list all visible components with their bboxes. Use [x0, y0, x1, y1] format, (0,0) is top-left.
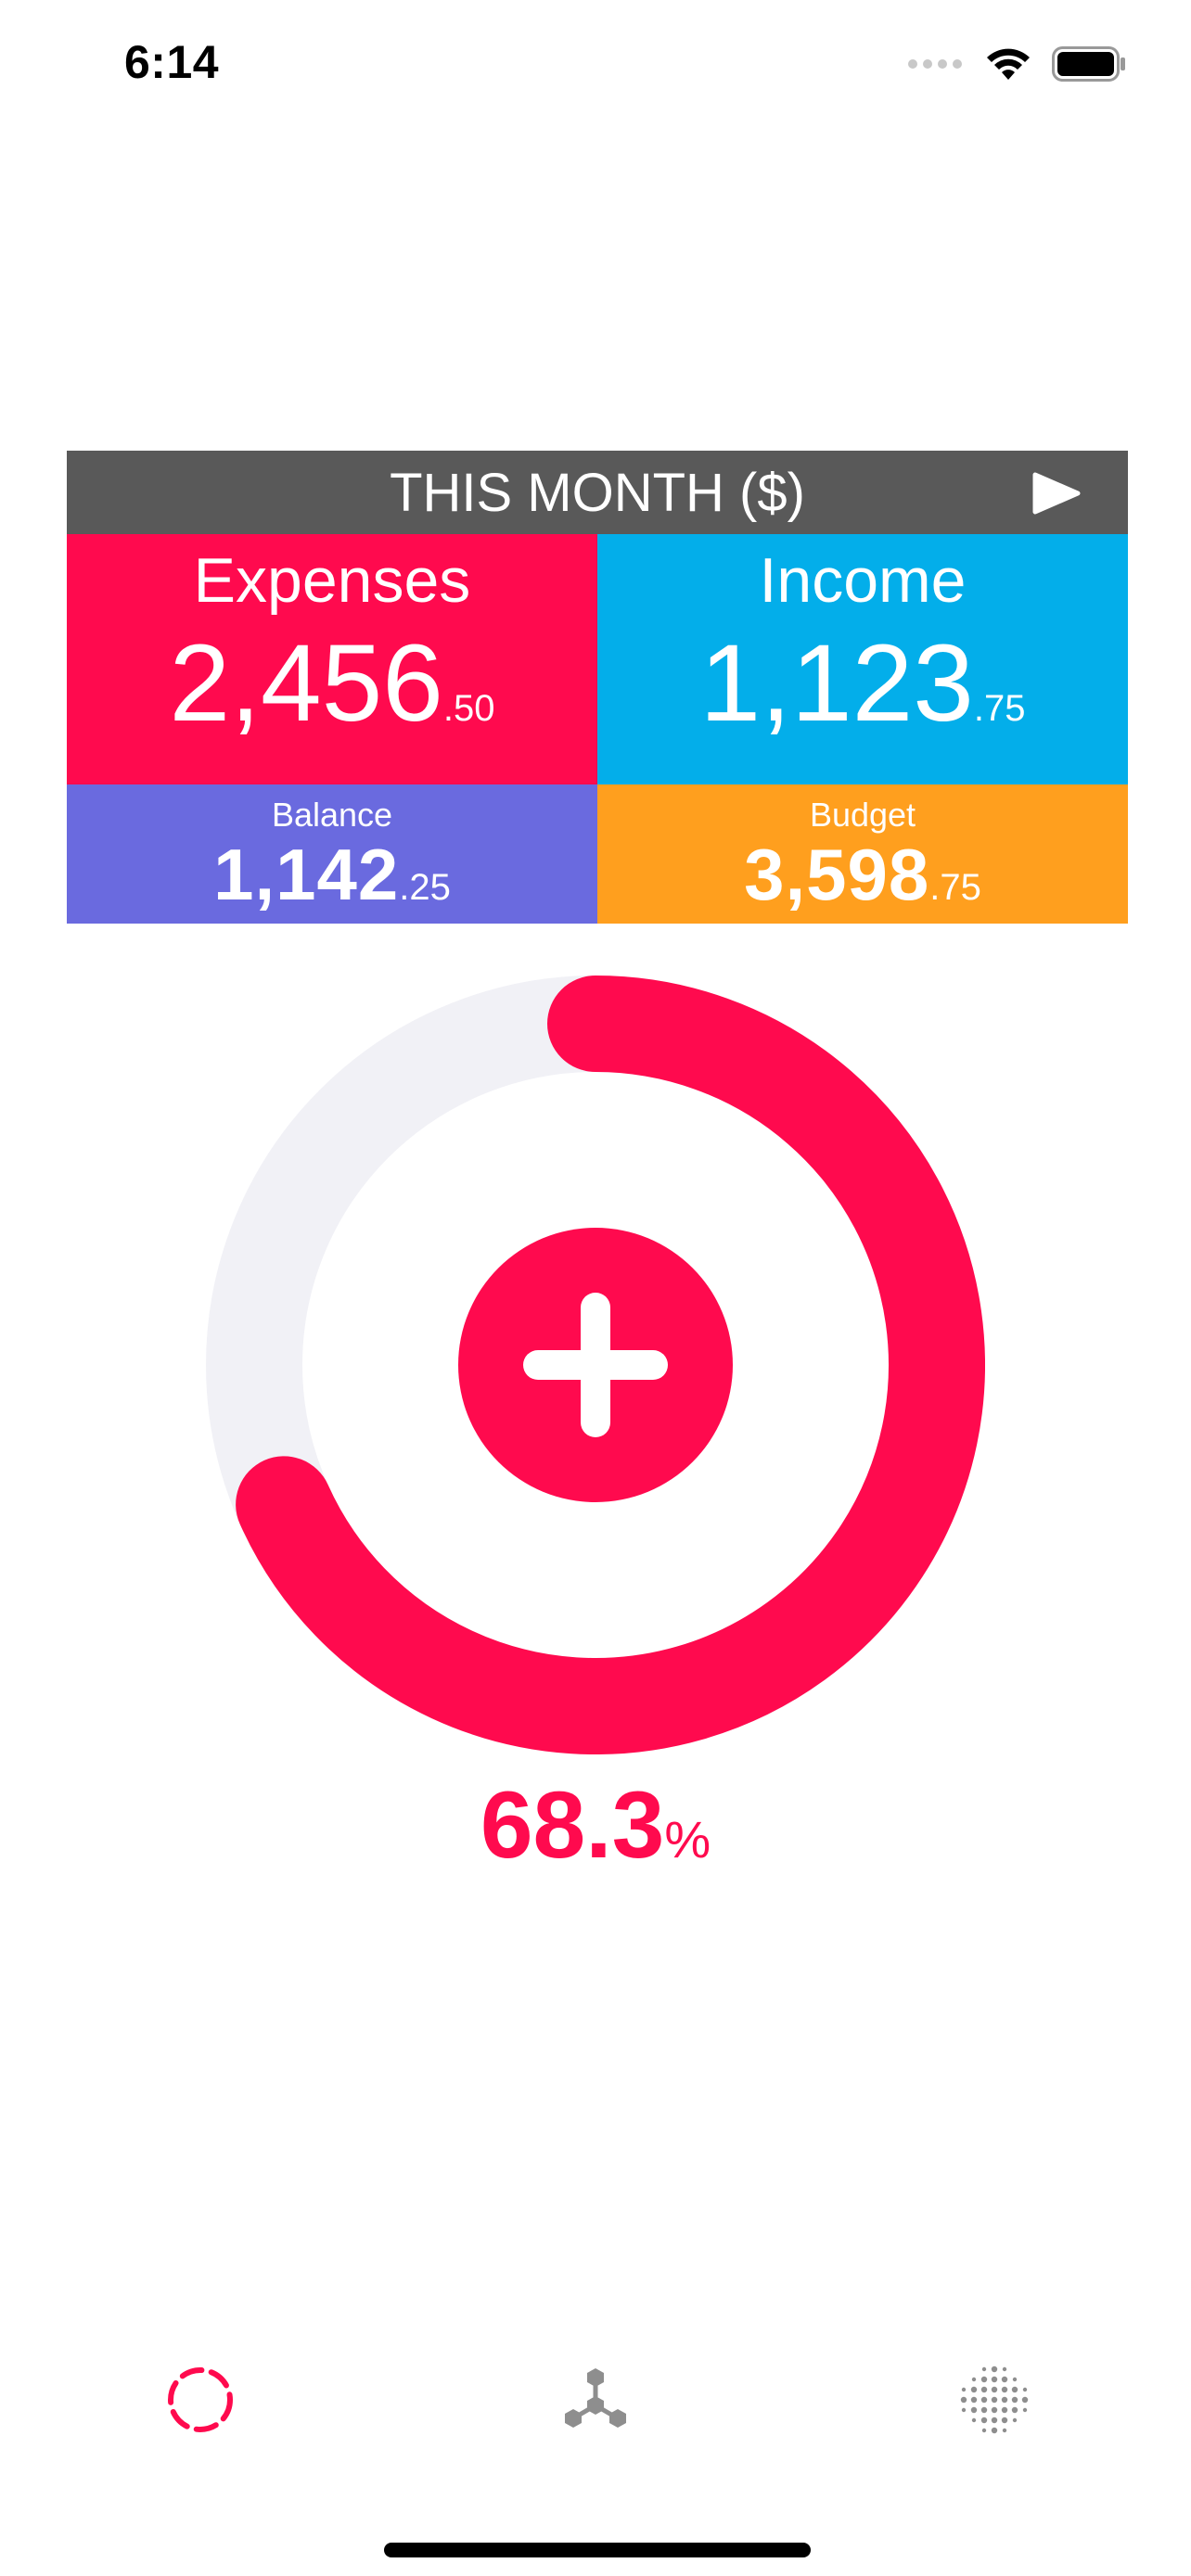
dot	[1011, 2406, 1018, 2414]
status-icons	[907, 46, 1126, 82]
dot	[991, 2376, 998, 2383]
balance-amount: 1,142.25	[67, 836, 597, 925]
dot	[1001, 2396, 1008, 2404]
budget-amount: 3,598.75	[597, 836, 1128, 925]
dot	[971, 2417, 977, 2423]
dot	[991, 2386, 998, 2393]
dot	[970, 2406, 978, 2414]
progress-ring-arc	[236, 976, 985, 1754]
dot	[1011, 2396, 1018, 2404]
dot	[1002, 2366, 1007, 2372]
dot	[1022, 2387, 1028, 2392]
dot-grid-icon	[960, 2366, 1029, 2434]
dot	[1001, 2386, 1008, 2393]
budget-whole: 3,598	[744, 834, 930, 915]
tab-overview[interactable]	[163, 2363, 237, 2437]
dot	[991, 2406, 998, 2414]
dot	[1002, 2428, 1007, 2433]
home-indicator	[384, 2543, 811, 2557]
month-title: THIS MONTH ($)	[390, 462, 805, 523]
dot	[970, 2386, 978, 2393]
budget-label: Budget	[809, 796, 916, 834]
dot	[991, 2417, 998, 2424]
budget-card[interactable]: Budget 3,598.75	[597, 784, 1128, 924]
tab-categories[interactable]	[558, 2363, 633, 2437]
dot	[980, 2417, 988, 2424]
expenses-amount: 2,456.50	[67, 623, 597, 769]
dot	[1022, 2407, 1028, 2413]
dot	[1011, 2386, 1018, 2393]
income-label: Income	[759, 545, 967, 616]
dot	[960, 2396, 967, 2404]
dot	[961, 2407, 967, 2413]
month-header: THIS MONTH ($)	[67, 451, 1128, 534]
dot	[980, 2406, 988, 2414]
dot	[1001, 2376, 1008, 2383]
budget-progress-ring	[206, 976, 985, 1754]
budget-percent-value: 68.3	[480, 1772, 665, 1878]
dot	[980, 2396, 988, 2404]
dot	[991, 2427, 998, 2434]
hexagon-network-icon	[565, 2368, 626, 2428]
income-amount: 1,123.75	[597, 623, 1128, 769]
dot	[980, 2386, 988, 2393]
balance-card[interactable]: Balance 1,142.25	[67, 784, 597, 924]
dot	[971, 2377, 977, 2382]
dot	[981, 2366, 987, 2372]
plus-icon	[523, 1293, 668, 1437]
budget-cents: .75	[929, 867, 981, 908]
budget-percent: 68.3%	[0, 1771, 1191, 1880]
balance-cents: .25	[399, 867, 451, 908]
income-cents: .75	[973, 688, 1026, 729]
dot	[1012, 2417, 1018, 2423]
dot	[1012, 2377, 1018, 2382]
expenses-whole: 2,456	[169, 622, 443, 745]
budget-percent-unit: %	[664, 1810, 711, 1868]
expenses-card[interactable]: Expenses 2,456.50	[67, 534, 597, 784]
dot	[970, 2396, 978, 2404]
add-expense-button[interactable]	[458, 1228, 733, 1502]
expenses-cents: .50	[442, 688, 495, 729]
play-icon[interactable]	[1030, 471, 1082, 516]
balance-whole: 1,142	[213, 834, 400, 915]
dot	[1021, 2396, 1029, 2404]
tab-reports[interactable]	[957, 2363, 1031, 2437]
income-card[interactable]: Income 1,123.75	[597, 534, 1128, 784]
dashed-circle-icon	[168, 2367, 233, 2432]
dot	[991, 2396, 998, 2404]
dot	[1001, 2406, 1008, 2414]
cellular-signal-icon	[908, 59, 962, 69]
dot	[961, 2387, 967, 2392]
summary-panel: THIS MONTH ($) Expenses 2,456.50 Income …	[67, 451, 1128, 924]
balance-label: Balance	[271, 796, 393, 834]
wifi-icon	[987, 48, 1030, 80]
dot	[980, 2376, 988, 2383]
dot	[981, 2428, 987, 2433]
income-whole: 1,123	[699, 622, 974, 745]
battery-icon	[1052, 46, 1125, 82]
expenses-label: Expenses	[193, 545, 471, 616]
dot	[991, 2366, 998, 2373]
dot	[1001, 2417, 1008, 2424]
status-time: 6:14	[124, 36, 220, 88]
